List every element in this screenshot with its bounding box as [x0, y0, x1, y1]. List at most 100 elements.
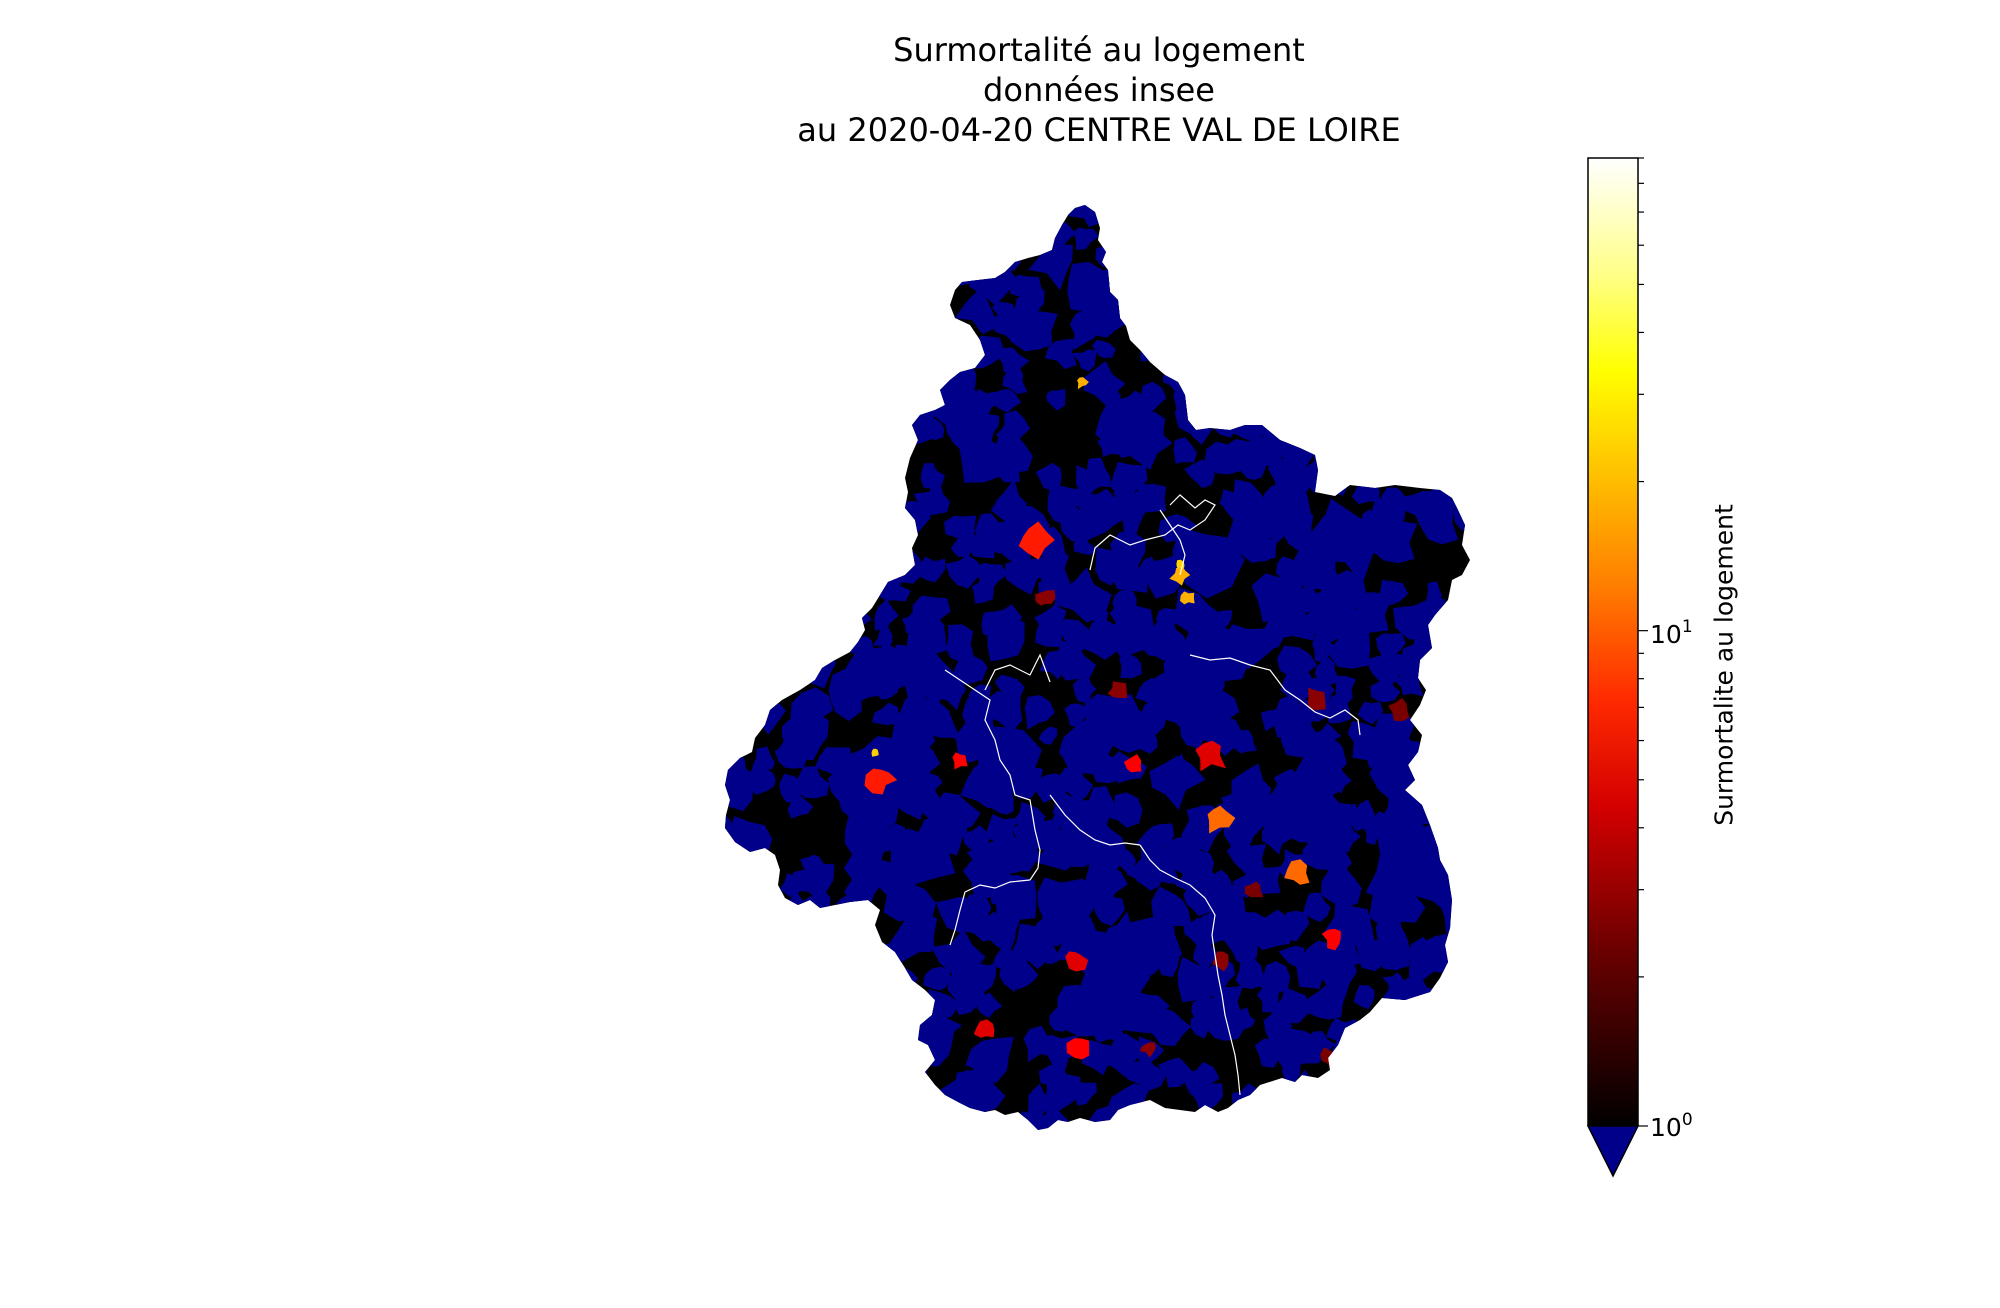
- commune-below-1: [725, 813, 732, 846]
- commune-below-1: [1010, 310, 1058, 352]
- commune-below-1: [731, 729, 752, 749]
- commune-below-1: [1448, 955, 1470, 993]
- commune-below-1: [829, 528, 854, 565]
- commune-below-1: [725, 280, 770, 323]
- commune-below-1: [746, 654, 787, 693]
- commune-below-1: [799, 938, 838, 970]
- commune-below-1: [981, 519, 1033, 563]
- commune-below-1: [877, 252, 928, 305]
- commune-below-1: [1083, 361, 1126, 406]
- commune-below-1: [1057, 640, 1097, 681]
- commune-below-1: [1421, 459, 1443, 484]
- commune-below-1: [749, 216, 780, 254]
- region-map: [704, 205, 1470, 1142]
- commune-below-1: [745, 414, 781, 448]
- commune-below-1: [1387, 205, 1435, 230]
- commune-below-1: [817, 430, 847, 458]
- commune-below-1: [704, 348, 725, 366]
- commune-below-1: [746, 517, 786, 556]
- commune-hotspot: [1169, 565, 1191, 586]
- commune-below-1: [1101, 550, 1148, 593]
- commune-below-1: [845, 412, 880, 450]
- commune-below-1: [1176, 284, 1215, 319]
- commune-below-1: [818, 376, 868, 419]
- commune-below-1: [1395, 402, 1429, 438]
- commune-below-1: [1278, 398, 1314, 438]
- commune-below-1: [874, 599, 899, 631]
- commune-below-1: [891, 245, 945, 281]
- commune-below-1: [730, 397, 767, 438]
- title-line-2: données insee: [983, 71, 1215, 109]
- commune-below-1: [969, 656, 988, 681]
- commune-below-1: [1403, 234, 1440, 274]
- commune-below-1: [1452, 583, 1470, 605]
- commune-below-1: [1357, 366, 1378, 394]
- commune-below-1: [704, 1114, 723, 1142]
- commune-below-1: [1102, 212, 1139, 254]
- commune-below-1: [1327, 1105, 1353, 1130]
- commune-below-1: [725, 365, 738, 387]
- commune-below-1: [1374, 933, 1410, 971]
- commune-hotspot: [1388, 697, 1410, 722]
- commune-below-1: [780, 286, 822, 330]
- commune-below-1: [1119, 651, 1142, 679]
- commune-below-1: [1114, 498, 1149, 536]
- commune-below-1: [725, 489, 771, 543]
- commune-below-1: [969, 958, 997, 993]
- commune-below-1: [1324, 692, 1352, 724]
- commune-below-1: [725, 205, 760, 226]
- border-loiret-cher-north: [1189, 654, 1361, 736]
- commune-below-1: [1380, 205, 1404, 226]
- commune-below-1: [1210, 292, 1248, 342]
- colorbar-gradient: [1588, 158, 1638, 1126]
- commune-below-1: [971, 577, 994, 604]
- commune-below-1: [1149, 755, 1206, 811]
- commune-below-1: [725, 1077, 744, 1128]
- commune-below-1: [1157, 1057, 1193, 1088]
- commune-below-1: [844, 326, 876, 375]
- commune-hotspot: [952, 752, 968, 770]
- commune-below-1: [1444, 389, 1470, 429]
- commune-below-1: [1132, 298, 1165, 333]
- commune-below-1: [1448, 980, 1470, 1012]
- commune-below-1: [1440, 341, 1470, 401]
- commune-below-1: [1322, 205, 1361, 228]
- commune-below-1: [1013, 216, 1038, 243]
- commune-below-1: [1386, 253, 1435, 299]
- commune-below-1: [1032, 546, 1071, 593]
- commune-below-1: [915, 288, 945, 319]
- commune-below-1: [1415, 1060, 1451, 1095]
- commune-below-1: [999, 460, 1021, 483]
- commune-below-1: [1235, 453, 1270, 480]
- commune-below-1: [813, 1038, 849, 1070]
- commune-below-1: [781, 262, 807, 288]
- commune-below-1: [1441, 623, 1470, 660]
- commune-below-1: [1173, 437, 1197, 464]
- commune-below-1: [751, 600, 791, 634]
- department-borders: [944, 494, 1361, 1096]
- commune-below-1: [725, 379, 751, 419]
- commune-below-1: [987, 613, 1025, 662]
- commune-below-1: [1073, 534, 1097, 555]
- commune-below-1: [1305, 981, 1350, 1020]
- commune-below-1: [846, 205, 879, 221]
- commune-below-1: [759, 588, 783, 614]
- commune-below-1: [1123, 417, 1173, 470]
- commune-below-1: [1314, 255, 1370, 305]
- commune-below-1: [1235, 284, 1269, 318]
- commune-below-1: [806, 239, 864, 282]
- commune-below-1: [865, 311, 906, 360]
- commune-below-1: [1277, 292, 1315, 322]
- commune-below-1: [1449, 461, 1470, 491]
- commune-below-1: [1424, 437, 1449, 468]
- commune-below-1: [1393, 598, 1448, 640]
- commune-below-1: [1285, 360, 1314, 386]
- commune-below-1: [873, 293, 893, 313]
- commune-hotspot: [1195, 740, 1226, 772]
- commune-below-1: [1232, 730, 1257, 754]
- commune-below-1: [748, 550, 783, 588]
- commune-below-1: [1426, 288, 1461, 328]
- commune-below-1: [1044, 338, 1078, 370]
- commune-below-1: [974, 992, 1003, 1018]
- commune-below-1: [1376, 1095, 1412, 1128]
